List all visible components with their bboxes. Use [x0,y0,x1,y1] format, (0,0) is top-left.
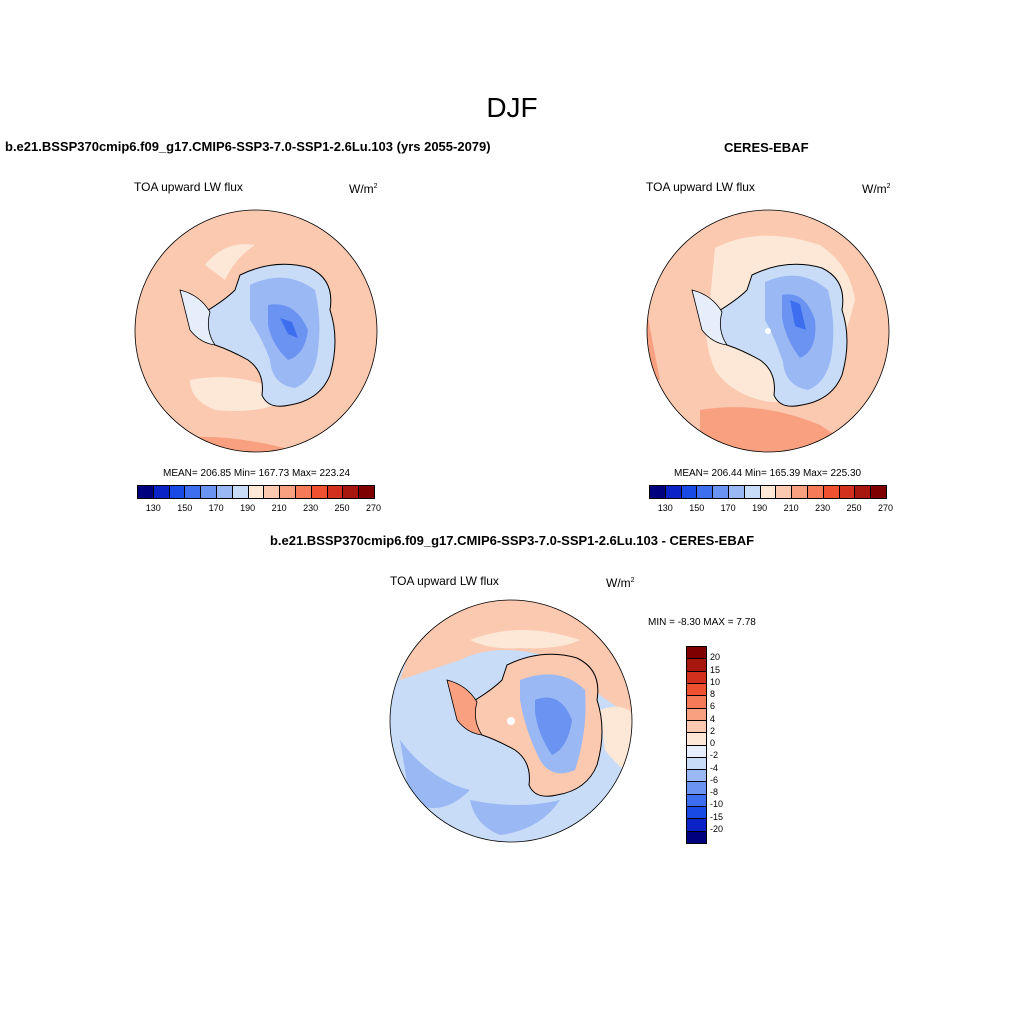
colorbar-tick-label: 250 [846,503,862,513]
panel1-case-title: b.e21.BSSP370cmip6.f09_g17.CMIP6-SSP3-7.… [5,139,491,154]
panel2-stats: MEAN= 206.44 Min= 165.39 Max= 225.30 [674,468,862,479]
colorbar-tick-label: 170 [720,503,736,513]
panel2-colorbar [649,485,887,499]
panel1-units-label: W/m2 [349,182,378,196]
panel2-units-label: W/m2 [862,182,891,196]
colorbar-swatch [792,486,808,498]
colorbar-tick-label: 0 [710,738,716,748]
colorbar-swatch [823,486,840,498]
colorbar-swatch [359,486,374,498]
panel3-units-label: W/m2 [606,576,635,590]
colorbar-swatch [169,486,186,498]
colorbar-swatch [232,486,249,498]
panel2-field [647,210,889,452]
colorbar-swatch [248,486,265,498]
colorbar-tick-label: 170 [208,503,224,513]
colorbar-tick-label: 150 [689,503,705,513]
colorbar-swatch [687,671,706,684]
colorbar-swatch [687,794,706,808]
colorbar-tick-label: 20 [710,652,721,663]
panel3-field [390,600,632,842]
colorbar-tick-label: 230 [815,503,831,513]
colorbar-tick-label: 250 [334,503,350,513]
panel3-variable-label: TOA upward LW flux [390,574,499,588]
colorbar-tick-label: 4 [710,713,716,724]
colorbar-swatch [697,486,714,498]
colorbar-swatch [687,819,706,832]
colorbar-swatch [871,486,886,498]
panel3-colorbar [686,646,707,844]
colorbar-swatch [343,486,360,498]
colorbar-tick-label: -8 [710,787,719,797]
colorbar-swatch [839,486,856,498]
colorbar-swatch [728,486,745,498]
panel1-field [135,210,377,452]
colorbar-swatch [744,486,761,498]
colorbar-tick-label: -2 [710,750,719,761]
colorbar-tick-label: 210 [783,503,799,513]
colorbar-swatch [807,486,824,498]
colorbar-swatch [687,683,706,697]
panel3-case-title: b.e21.BSSP370cmip6.f09_g17.CMIP6-SSP3-7.… [269,533,755,548]
colorbar-swatch [201,486,217,498]
colorbar-tick-label: 10 [710,676,721,687]
colorbar-tick-label: 6 [710,701,716,712]
colorbar-swatch [687,708,706,721]
colorbar-swatch [687,782,706,795]
colorbar-tick-label: -6 [710,774,719,785]
colorbar-swatch [185,486,202,498]
colorbar-tick-label: -10 [710,799,724,810]
panel1-colorbar [137,485,375,499]
colorbar-swatch [327,486,344,498]
colorbar-tick-label: -4 [710,762,719,773]
colorbar-swatch [687,720,706,734]
colorbar-swatch [855,486,872,498]
colorbar-swatch [687,659,706,672]
colorbar-tick-label: -15 [710,811,724,822]
colorbar-swatch [687,745,706,758]
colorbar-swatch [760,486,777,498]
colorbar-swatch [687,733,706,746]
colorbar-swatch [280,486,296,498]
colorbar-tick-label: 230 [303,503,319,513]
colorbar-tick-label: 190 [240,503,256,513]
colorbar-swatch [687,831,706,843]
colorbar-swatch [295,486,312,498]
colorbar-tick-label: 130 [657,503,673,513]
colorbar-tick-label: 130 [145,503,161,513]
colorbar-swatch [665,486,682,498]
colorbar-swatch [687,807,706,820]
colorbar-tick-label: 190 [752,503,768,513]
panel2-case-title: CERES-EBAF [724,140,809,155]
colorbar-tick-label: 270 [878,503,894,513]
colorbar-swatch [138,486,154,498]
colorbar-swatch [153,486,170,498]
figure-title: DJF [486,92,538,123]
colorbar-swatch [687,647,706,660]
colorbar-swatch [311,486,328,498]
panel1-stats: MEAN= 206.85 Min= 167.73 Max= 223.24 [163,468,351,479]
colorbar-swatch [650,486,666,498]
colorbar-swatch [687,696,706,709]
colorbar-swatch [216,486,233,498]
colorbar-tick-label: 210 [271,503,287,513]
colorbar-tick-label: 270 [366,503,382,513]
colorbar-tick-label: 8 [710,689,716,699]
colorbar-tick-label: -20 [710,823,724,834]
panel1-variable-label: TOA upward LW flux [134,180,243,194]
colorbar-tick-label: 15 [710,664,721,675]
colorbar-tick-label: 2 [710,725,716,736]
colorbar-swatch [681,486,698,498]
panel2-variable-label: TOA upward LW flux [646,180,755,194]
colorbar-swatch [264,486,281,498]
colorbar-swatch [687,757,706,771]
colorbar-tick-label: 150 [177,503,193,513]
colorbar-swatch [776,486,793,498]
colorbar-swatch [687,770,706,783]
panel3-stats: MIN = -8.30 MAX = 7.78 [648,617,756,628]
colorbar-swatch [713,486,729,498]
